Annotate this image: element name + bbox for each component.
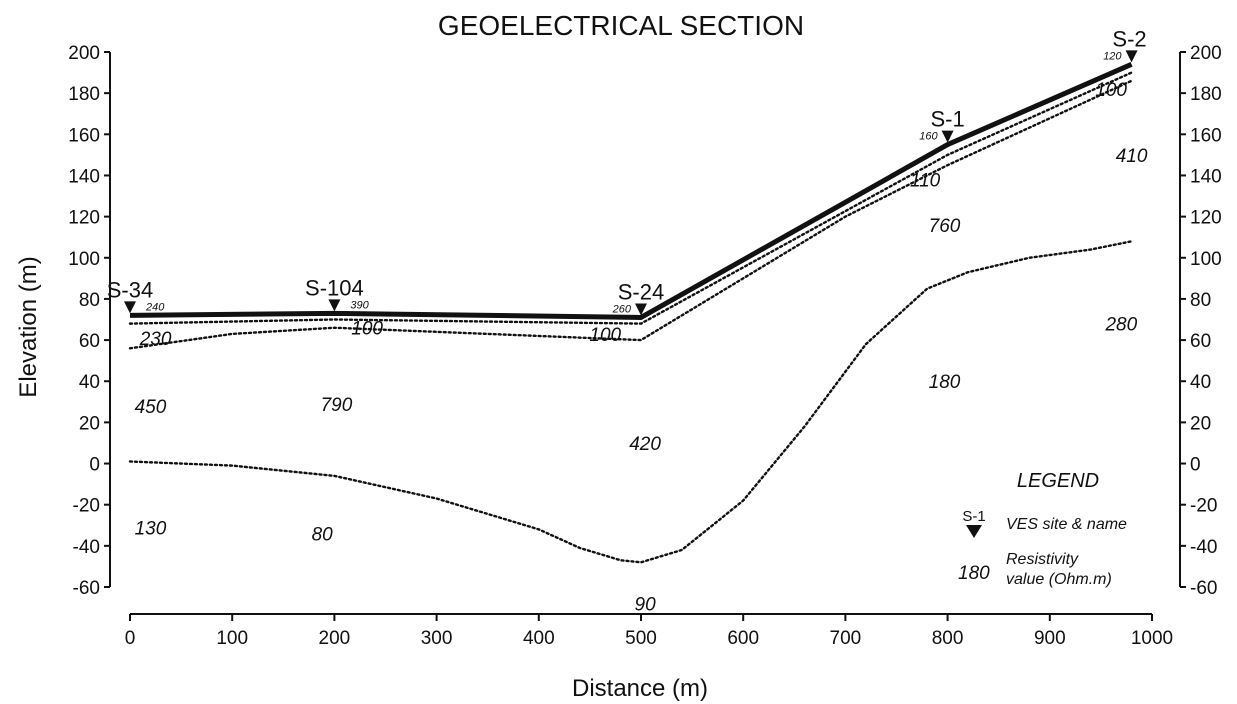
ves-site-triangle-icon <box>941 130 954 143</box>
layer-boundary-2 <box>128 79 1133 350</box>
left-y-tick-label: 120 <box>68 208 100 229</box>
left-y-tick-label: 40 <box>79 372 100 393</box>
legend-value-text-1: Resistivity <box>1006 551 1079 568</box>
x-tick-label: 600 <box>727 628 759 649</box>
ves-site-triangle-icon <box>1125 50 1138 63</box>
resistivity-labels: 230 100 100 110 100 410 450 790 420 760 280 180 130 8… <box>135 80 1148 615</box>
ground-surface <box>129 62 1133 320</box>
ves-site-name: S-24 <box>618 279 664 304</box>
ground-surface-line <box>129 62 1133 320</box>
resistivity-value: 420 <box>629 434 661 455</box>
ves-site-triangle-icon <box>328 299 341 312</box>
x-tick-label: 700 <box>830 628 862 649</box>
right-y-tick-label: 100 <box>1190 249 1222 270</box>
ves-site-name: S-2 <box>1112 26 1146 51</box>
legend-site-text: VES site & name <box>1006 516 1127 533</box>
right-y-tick-label: 140 <box>1190 166 1222 187</box>
right-y-tick-label: 180 <box>1190 84 1222 105</box>
ves-site-name: S-104 <box>305 275 364 300</box>
right-y-tick-label: -20 <box>1190 496 1217 517</box>
ves-surface-value: 160 <box>919 131 938 143</box>
resistivity-value: 280 <box>1104 315 1137 336</box>
layer-boundary-3 <box>128 240 1133 564</box>
resistivity-value: 230 <box>139 329 172 350</box>
left-y-tick-label: -40 <box>73 537 100 558</box>
left-y-tick-label: -20 <box>73 496 100 517</box>
resistivity-value: 760 <box>929 216 961 237</box>
right-y-tick-label: 20 <box>1190 413 1211 434</box>
left-y-tick-label: 200 <box>68 43 100 64</box>
x-axis: 0 100 200 300 400 500 600 700 800 900 1000 <box>125 613 1173 649</box>
ves-surface-value: 120 <box>1103 50 1122 62</box>
resistivity-value: 100 <box>351 319 383 340</box>
layer-boundary-1 <box>128 71 1133 325</box>
left-y-tick-label: 100 <box>68 249 100 270</box>
ves-site-triangle-icon <box>635 303 647 316</box>
right-y-tick-label: -60 <box>1190 578 1217 599</box>
x-tick-label: 200 <box>319 628 351 649</box>
x-tick-label: 500 <box>625 628 657 649</box>
resistivity-value: 100 <box>1095 80 1127 101</box>
ves-site-name: S-34 <box>107 277 153 302</box>
resistivity-value: 450 <box>135 397 167 418</box>
left-y-tick-label: 160 <box>68 125 100 146</box>
resistivity-value: 180 <box>929 372 961 393</box>
right-y-tick-label: 120 <box>1190 208 1222 229</box>
left-y-tick-label: 140 <box>68 166 100 187</box>
legend-value-text-2: value (Ohm.m) <box>1006 571 1112 588</box>
left-y-tick-label: 180 <box>68 84 100 105</box>
resistivity-value: 80 <box>312 525 334 546</box>
right-y-tick-label: -40 <box>1190 537 1217 558</box>
resistivity-value: 110 <box>910 171 941 192</box>
x-tick-label: 0 <box>125 628 136 649</box>
x-tick-label: 1000 <box>1131 628 1173 649</box>
resistivity-value: 790 <box>321 395 353 416</box>
x-tick-label: 100 <box>216 628 248 649</box>
right-y-tick-label: 60 <box>1190 331 1211 352</box>
x-tick-label: 900 <box>1034 628 1066 649</box>
x-tick-label: 400 <box>523 628 555 649</box>
right-y-tick-label: 40 <box>1190 372 1211 393</box>
left-y-tick-label: 20 <box>79 413 100 434</box>
ves-surface-value: 240 <box>145 301 165 313</box>
legend-title: LEGEND <box>1017 470 1099 492</box>
x-tick-label: 300 <box>421 628 453 649</box>
legend-value-sample: 180 <box>958 563 990 584</box>
chart-title: GEOELECTRICAL SECTION <box>438 10 804 41</box>
x-axis-title: Distance (m) <box>572 675 708 702</box>
x-tick-label: 800 <box>932 628 964 649</box>
resistivity-value: 410 <box>1116 146 1148 167</box>
ves-surface-value: 390 <box>350 299 369 311</box>
y-axis-title: Elevation (m) <box>15 256 42 397</box>
ves-site-name: S-1 <box>930 107 964 132</box>
ves-surface-value: 260 <box>612 303 632 315</box>
right-y-tick-label: 200 <box>1190 43 1222 64</box>
left-y-tick-label: 60 <box>79 331 100 352</box>
legend-site-triangle-icon <box>966 525 982 538</box>
right-y-tick-label: 160 <box>1190 125 1222 146</box>
right-y-tick-label: 80 <box>1190 290 1211 311</box>
layer-boundaries <box>128 71 1133 564</box>
resistivity-value: 130 <box>135 518 167 539</box>
right-y-tick-label: 0 <box>1190 455 1201 476</box>
legend: LEGEND S-1 VES site & name 180 Resistivi… <box>958 470 1127 588</box>
left-y-tick-label: 0 <box>89 455 100 476</box>
left-y-tick-label: 80 <box>79 290 100 311</box>
ves-site-triangle-icon <box>124 301 136 314</box>
resistivity-value: 90 <box>635 594 657 615</box>
resistivity-value: 100 <box>589 325 621 346</box>
legend-site-label: S-1 <box>962 508 985 525</box>
left-y-tick-label: -60 <box>73 578 100 599</box>
